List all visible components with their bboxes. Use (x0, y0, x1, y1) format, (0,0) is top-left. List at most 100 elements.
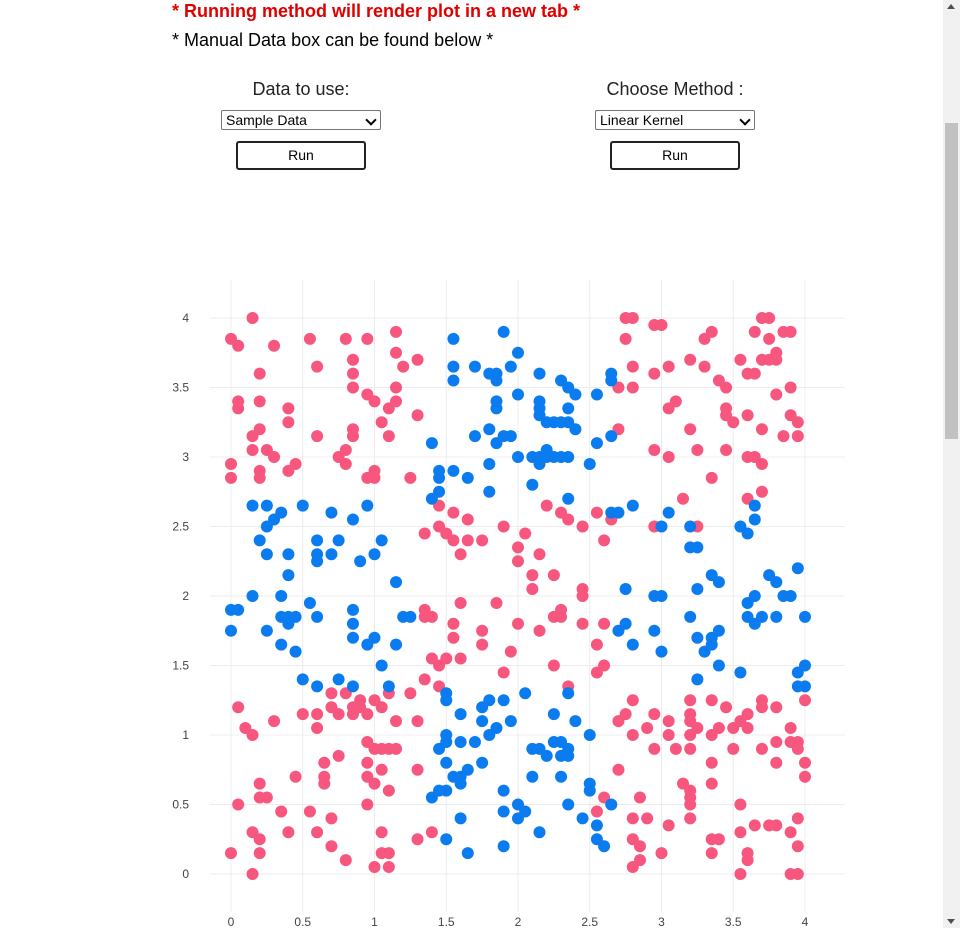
data-point-class-a[interactable] (461, 513, 474, 526)
data-point-class-a[interactable] (626, 694, 639, 707)
data-point-class-a[interactable] (576, 520, 589, 533)
data-point-class-a[interactable] (311, 722, 324, 735)
data-point-class-a[interactable] (339, 457, 352, 470)
data-point-class-b[interactable] (512, 388, 524, 401)
data-point-class-a[interactable] (741, 722, 754, 735)
data-point-class-b[interactable] (497, 325, 510, 338)
data-point-class-a[interactable] (526, 569, 539, 582)
data-point-class-a[interactable] (260, 791, 273, 804)
data-point-class-b[interactable] (791, 562, 804, 575)
data-point-class-a[interactable] (612, 763, 625, 776)
data-point-class-b[interactable] (784, 590, 797, 602)
data-point-class-a[interactable] (705, 847, 718, 860)
data-point-class-a[interactable] (684, 729, 697, 741)
data-point-class-b[interactable] (533, 402, 546, 415)
data-point-class-b[interactable] (576, 812, 589, 825)
data-point-class-a[interactable] (232, 798, 245, 811)
data-point-class-b[interactable] (375, 659, 388, 672)
data-point-class-b[interactable] (454, 735, 467, 748)
data-point-class-a[interactable] (612, 715, 625, 728)
data-point-class-a[interactable] (648, 708, 661, 721)
data-point-class-a[interactable] (626, 381, 639, 394)
data-point-class-a[interactable] (626, 812, 639, 825)
data-point-class-b[interactable] (246, 499, 259, 512)
data-point-class-a[interactable] (246, 312, 259, 324)
data-point-class-b[interactable] (296, 499, 309, 512)
data-point-class-a[interactable] (268, 339, 281, 352)
data-point-class-a[interactable] (332, 749, 345, 762)
data-point-class-b[interactable] (519, 805, 532, 818)
data-point-class-a[interactable] (677, 492, 690, 505)
data-point-class-b[interactable] (619, 617, 632, 630)
data-point-class-b[interactable] (569, 715, 582, 728)
data-point-class-a[interactable] (339, 854, 352, 867)
data-point-class-b[interactable] (526, 770, 539, 783)
data-point-class-a[interactable] (533, 624, 546, 637)
data-point-class-a[interactable] (526, 583, 539, 596)
data-point-class-a[interactable] (748, 367, 761, 380)
data-point-class-b[interactable] (246, 590, 259, 602)
data-point-class-a[interactable] (253, 367, 266, 380)
data-point-class-b[interactable] (275, 590, 288, 602)
data-point-class-b[interactable] (547, 708, 560, 721)
data-point-class-b[interactable] (691, 541, 704, 554)
data-point-class-b[interactable] (691, 631, 704, 644)
data-point-class-a[interactable] (784, 722, 797, 735)
data-point-class-b[interactable] (461, 763, 474, 776)
data-point-class-a[interactable] (734, 826, 747, 839)
data-point-class-b[interactable] (799, 659, 811, 672)
data-point-class-a[interactable] (311, 826, 324, 839)
data-point-class-a[interactable] (253, 395, 266, 408)
data-point-class-b[interactable] (562, 798, 575, 811)
data-point-class-a[interactable] (339, 332, 352, 345)
data-point-class-a[interactable] (770, 353, 783, 366)
data-point-class-b[interactable] (282, 617, 295, 630)
data-point-class-a[interactable] (390, 715, 403, 728)
data-point-class-b[interactable] (447, 360, 460, 373)
data-point-class-a[interactable] (225, 471, 237, 484)
data-point-class-a[interactable] (684, 423, 697, 436)
data-point-class-b[interactable] (748, 590, 761, 602)
data-point-class-a[interactable] (784, 381, 797, 394)
data-point-class-a[interactable] (397, 360, 410, 373)
data-point-class-b[interactable] (361, 499, 374, 512)
data-point-class-a[interactable] (662, 451, 675, 463)
data-point-class-b[interactable] (490, 367, 503, 380)
data-point-class-a[interactable] (497, 666, 510, 679)
data-point-class-b[interactable] (583, 784, 596, 797)
data-point-class-a[interactable] (590, 666, 603, 679)
data-point-class-b[interactable] (303, 596, 316, 609)
data-point-class-a[interactable] (425, 610, 438, 623)
data-point-class-a[interactable] (476, 624, 489, 637)
data-point-class-b[interactable] (468, 360, 481, 373)
data-point-class-b[interactable] (346, 680, 359, 693)
data-point-class-a[interactable] (540, 499, 553, 512)
data-point-class-a[interactable] (303, 805, 316, 818)
data-point-class-b[interactable] (569, 423, 582, 436)
data-point-class-a[interactable] (770, 701, 783, 714)
data-point-class-a[interactable] (669, 395, 682, 408)
data-point-class-b[interactable] (526, 478, 539, 491)
data-point-class-a[interactable] (555, 610, 568, 623)
data-point-class-a[interactable] (346, 430, 359, 443)
data-point-class-b[interactable] (433, 471, 446, 484)
data-point-class-a[interactable] (720, 444, 733, 457)
data-point-class-a[interactable] (497, 520, 510, 533)
data-point-class-b[interactable] (519, 687, 532, 700)
data-point-class-a[interactable] (382, 847, 395, 860)
data-point-class-a[interactable] (368, 861, 381, 874)
data-point-class-b[interactable] (497, 805, 510, 818)
data-point-class-b[interactable] (691, 673, 704, 686)
data-point-class-b[interactable] (712, 624, 725, 637)
data-point-class-a[interactable] (684, 742, 697, 755)
data-point-class-a[interactable] (590, 638, 603, 651)
data-point-class-a[interactable] (655, 847, 668, 860)
data-point-class-b[interactable] (260, 548, 273, 561)
data-point-class-b[interactable] (382, 680, 395, 693)
data-point-class-a[interactable] (282, 826, 295, 839)
data-point-class-a[interactable] (246, 444, 259, 457)
data-point-class-a[interactable] (777, 430, 790, 443)
data-point-class-a[interactable] (684, 694, 697, 707)
data-point-class-b[interactable] (461, 847, 474, 860)
data-point-class-a[interactable] (390, 346, 403, 359)
